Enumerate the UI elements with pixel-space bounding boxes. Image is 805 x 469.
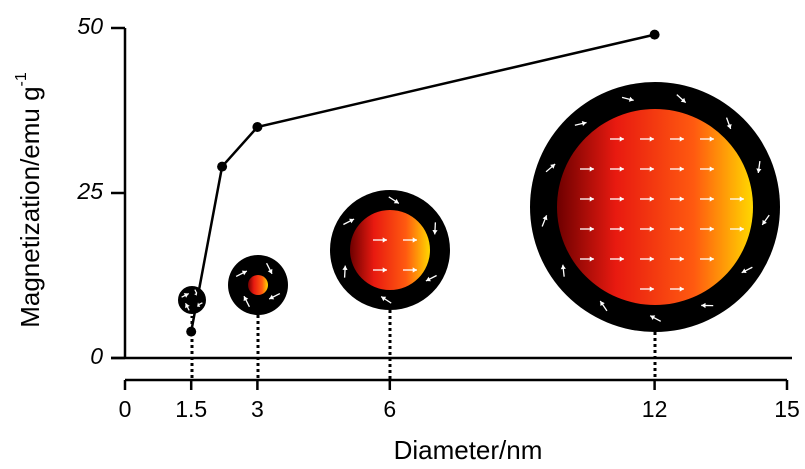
data-point (217, 162, 227, 172)
x-tick-label: 15 (774, 396, 800, 422)
particle-core (350, 210, 430, 290)
y-tick-label: 50 (77, 13, 103, 39)
y-axis-label: Magnetization/emu g-1 (13, 72, 45, 328)
x-tick-label: 3 (251, 396, 264, 422)
x-tick-label: 1.5 (175, 396, 207, 422)
data-point (650, 30, 660, 40)
nanoparticle-illustrations (177, 82, 780, 380)
x-tick-label: 12 (642, 396, 668, 422)
particle-shell (177, 285, 207, 315)
x-tick-label: 6 (383, 396, 396, 422)
x-axis-label: Diameter/nm (394, 435, 543, 465)
y-axis-label-sup: -1 (13, 72, 30, 86)
x-tick-label: 0 (119, 396, 132, 422)
particle-core (557, 109, 753, 305)
particle-core (248, 275, 268, 295)
data-point (252, 122, 262, 132)
data-point (186, 327, 196, 337)
y-tick-label: 25 (76, 178, 103, 204)
chart: Diameter/nm Magnetization/emu g-1 0 25 50 0… (0, 0, 805, 469)
y-tick-label: 0 (90, 343, 103, 369)
y-axis-label-text: Magnetization/emu g (15, 86, 45, 327)
